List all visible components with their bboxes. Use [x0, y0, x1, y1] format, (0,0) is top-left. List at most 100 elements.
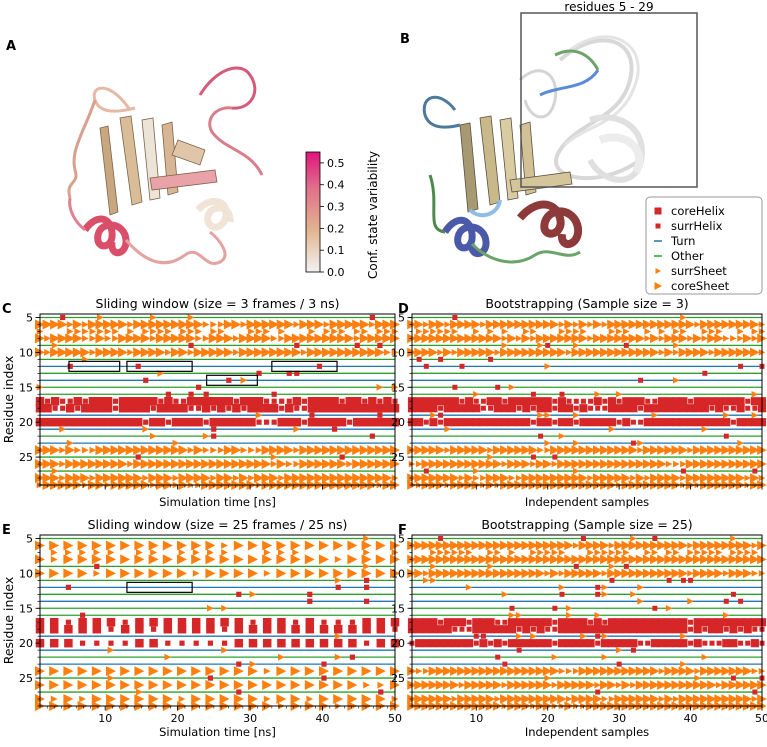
- marker-coresheet: [177, 666, 187, 677]
- marker-surrsheet: [221, 646, 228, 654]
- marker-surrhelix: [638, 419, 644, 425]
- marker-corehelix: [693, 418, 702, 427]
- marker-coresheet: [464, 445, 474, 455]
- marker-corehelix: [500, 418, 509, 427]
- marker-coresheet: [134, 568, 145, 579]
- marker-corehelix: [262, 624, 272, 634]
- marker-coresheet: [650, 319, 660, 330]
- marker-surrhelix: [680, 577, 686, 583]
- marker-coresheet: [435, 666, 446, 676]
- marker-corehelix: [522, 639, 531, 648]
- marker-coresheet: [557, 333, 567, 344]
- marker-surrhelix: [516, 626, 522, 632]
- marker-coresheet: [322, 459, 333, 470]
- marker-surrsheet: [751, 335, 759, 342]
- colorbar-tick-label: 0.4: [327, 179, 345, 192]
- marker-coresheet: [299, 319, 310, 330]
- marker-surrsheet: [263, 328, 270, 335]
- marker-corehelix: [522, 418, 531, 427]
- marker-surrsheet: [494, 695, 501, 703]
- marker-coresheet: [471, 347, 482, 358]
- marker-surrsheet: [232, 348, 240, 356]
- marker-corehelix: [622, 397, 631, 406]
- marker-coresheet: [319, 694, 329, 705]
- y-tick-label: 15: [19, 602, 33, 615]
- marker-coresheet: [607, 554, 617, 565]
- marker-corehelix: [493, 397, 502, 406]
- marker-coresheet: [177, 680, 187, 691]
- marker-corehelix: [415, 618, 424, 627]
- marker-corehelix: [643, 404, 652, 413]
- marker-coresheet: [186, 459, 197, 470]
- panel-title: Sliding window (size = 25 frames / 25 ns…: [88, 517, 348, 532]
- marker-surrhelix: [364, 577, 370, 583]
- marker-surrsheet: [81, 446, 89, 454]
- colorbar-label: Conf. state variability: [366, 151, 380, 279]
- marker-surrsheet: [723, 411, 730, 419]
- marker-corehelix: [191, 624, 201, 634]
- legend-frame: [645, 196, 763, 295]
- marker-coresheet: [219, 666, 230, 677]
- marker-coresheet: [233, 540, 244, 551]
- marker-corehelix: [443, 404, 452, 413]
- marker-surrsheet: [558, 549, 566, 556]
- marker-surrsheet: [415, 460, 423, 468]
- marker-coresheet: [457, 694, 467, 704]
- marker-surrsheet: [665, 460, 673, 468]
- panel-letter-c: C: [2, 302, 12, 317]
- marker-surrsheet: [573, 667, 580, 675]
- marker-coresheet: [361, 666, 372, 677]
- marker-coresheet: [162, 694, 173, 705]
- marker-coresheet: [118, 445, 129, 456]
- marker-coresheet: [471, 445, 482, 455]
- marker-coresheet: [347, 554, 358, 565]
- marker-coresheet: [657, 680, 667, 690]
- x-tick-label: 50: [755, 712, 767, 725]
- marker-corehelix: [622, 618, 631, 627]
- marker-corehelix: [337, 417, 347, 427]
- marker-coresheet: [650, 680, 660, 690]
- marker-surrhelix: [495, 619, 501, 625]
- marker-coresheet: [600, 459, 610, 469]
- y-tick-label: 20: [391, 637, 405, 650]
- marker-coresheet: [750, 554, 760, 565]
- x-tick-label: 10: [469, 712, 483, 725]
- legend-item-coresheet: coreSheet: [654, 279, 730, 293]
- marker-surrhelix: [377, 412, 383, 418]
- marker-surrsheet: [451, 695, 459, 703]
- marker-corehelix: [422, 625, 431, 634]
- marker-coresheet: [714, 347, 724, 358]
- marker-surrsheet: [308, 328, 316, 335]
- y-tick-label: 25: [19, 672, 33, 685]
- marker-coresheet: [714, 694, 724, 704]
- panel-c-sliding-window-3: Sliding window (size = 3 frames / 3 ns)5…: [1, 296, 400, 509]
- marker-coresheet: [735, 473, 746, 483]
- marker-coresheet: [374, 445, 385, 456]
- marker-coresheet: [521, 554, 532, 565]
- marker-surrsheet: [89, 348, 97, 356]
- marker-surrhelix: [552, 626, 558, 632]
- marker-surrsheet: [537, 411, 544, 419]
- marker-coresheet: [414, 694, 424, 704]
- marker-surrhelix: [688, 619, 694, 625]
- marker-surrsheet: [665, 549, 673, 556]
- marker-coresheet: [216, 473, 227, 484]
- marker-coresheet: [735, 540, 746, 551]
- marker-corehelix: [543, 397, 552, 406]
- marker-corehelix: [436, 639, 445, 648]
- marker-coresheet: [678, 568, 689, 579]
- marker-surrhelix: [250, 619, 256, 625]
- marker-surrsheet: [658, 667, 666, 675]
- marker-surrhelix: [211, 433, 217, 439]
- marker-corehelix: [50, 417, 60, 427]
- marker-coresheet: [657, 568, 667, 579]
- marker-coresheet: [231, 445, 242, 456]
- marker-coresheet: [650, 540, 660, 551]
- marker-surrhelix: [595, 591, 601, 597]
- marker-surrhelix: [573, 405, 579, 411]
- marker-coresheet: [421, 459, 432, 469]
- marker-coresheet: [671, 473, 682, 483]
- marker-surrhelix: [94, 640, 100, 646]
- marker-corehelix: [156, 417, 166, 427]
- marker-surrhelix: [702, 370, 708, 376]
